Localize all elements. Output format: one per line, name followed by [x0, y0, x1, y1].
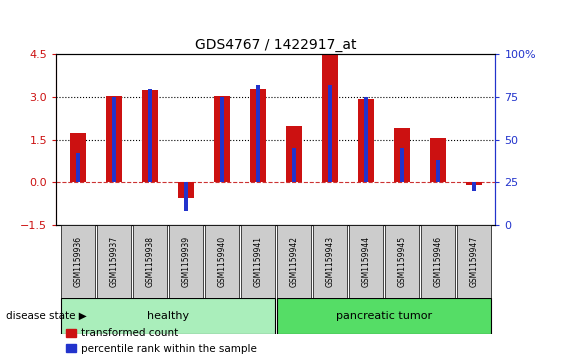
Bar: [220, 97, 224, 182]
Text: GSM1159939: GSM1159939: [181, 236, 190, 287]
Bar: [436, 160, 440, 182]
Bar: [70, 132, 86, 182]
Text: GSM1159941: GSM1159941: [253, 236, 262, 287]
FancyBboxPatch shape: [61, 298, 275, 334]
Bar: [466, 182, 482, 185]
Bar: [214, 96, 230, 182]
Bar: [106, 96, 122, 182]
FancyBboxPatch shape: [276, 298, 491, 334]
Bar: [111, 97, 116, 182]
Bar: [292, 148, 296, 182]
Text: GSM1159945: GSM1159945: [397, 236, 406, 287]
Bar: [400, 148, 404, 182]
Text: GSM1159936: GSM1159936: [73, 236, 82, 287]
FancyBboxPatch shape: [204, 225, 239, 298]
Text: pancreatic tumor: pancreatic tumor: [336, 311, 432, 321]
Text: GSM1159942: GSM1159942: [289, 236, 298, 287]
Bar: [430, 138, 446, 182]
Bar: [328, 85, 332, 182]
Text: GSM1159947: GSM1159947: [470, 236, 479, 287]
FancyBboxPatch shape: [133, 225, 167, 298]
FancyBboxPatch shape: [240, 225, 275, 298]
Bar: [184, 182, 188, 211]
FancyBboxPatch shape: [97, 225, 131, 298]
FancyBboxPatch shape: [457, 225, 491, 298]
Text: GSM1159938: GSM1159938: [145, 236, 154, 287]
Title: GDS4767 / 1422917_at: GDS4767 / 1422917_at: [195, 38, 356, 52]
Bar: [76, 154, 80, 182]
Bar: [358, 98, 374, 182]
FancyBboxPatch shape: [385, 225, 419, 298]
Bar: [250, 89, 266, 182]
Legend: transformed count, percentile rank within the sample: transformed count, percentile rank withi…: [61, 324, 261, 358]
Text: GSM1159940: GSM1159940: [217, 236, 226, 287]
Text: GSM1159944: GSM1159944: [361, 236, 370, 287]
Text: GSM1159946: GSM1159946: [434, 236, 443, 287]
FancyBboxPatch shape: [61, 225, 95, 298]
Bar: [142, 90, 158, 182]
Text: healthy: healthy: [147, 311, 189, 321]
Bar: [364, 97, 368, 182]
FancyBboxPatch shape: [348, 225, 383, 298]
Bar: [472, 182, 476, 191]
Bar: [394, 129, 410, 182]
FancyBboxPatch shape: [421, 225, 455, 298]
Text: GSM1159943: GSM1159943: [325, 236, 334, 287]
FancyBboxPatch shape: [276, 225, 311, 298]
Text: GSM1159937: GSM1159937: [109, 236, 118, 287]
Bar: [256, 85, 260, 182]
Text: disease state ▶: disease state ▶: [6, 311, 86, 321]
Bar: [178, 182, 194, 198]
Bar: [148, 89, 152, 182]
FancyBboxPatch shape: [312, 225, 347, 298]
Bar: [286, 126, 302, 182]
Bar: [322, 54, 338, 182]
FancyBboxPatch shape: [168, 225, 203, 298]
